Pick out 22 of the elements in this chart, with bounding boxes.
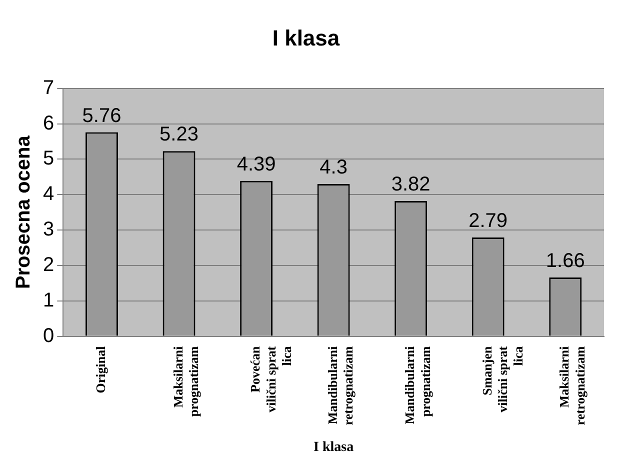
x-axis-title: I klasa (314, 440, 354, 456)
y-tick-label: 3 (43, 218, 54, 241)
y-tick-label: 7 (43, 76, 54, 99)
y-axis-title: Prosecna ocena (12, 134, 35, 290)
data-label: 2.79 (468, 210, 508, 232)
y-tick-label: 1 (43, 289, 54, 312)
data-label: 4.39 (236, 153, 276, 176)
data-label: 5.23 (160, 124, 198, 146)
y-tick-label: 2 (43, 254, 54, 276)
y-tick-label: 0 (43, 324, 54, 347)
chart-title: I klasa (272, 25, 340, 50)
x-tick-label: Maksilarni prognatizam (170, 346, 201, 417)
x-tick-label: Povećan vilični sprat lica (248, 346, 294, 412)
y-tick-label: 5 (43, 148, 54, 170)
data-label: 3.82 (391, 174, 430, 196)
data-label: 4.3 (320, 156, 348, 179)
y-tick-label: 6 (43, 112, 54, 134)
data-label: 5.76 (82, 104, 122, 127)
data-label: 1.66 (546, 250, 585, 272)
x-tick-label: Smanjen vilični sprat lica (479, 345, 526, 412)
y-tick-label: 4 (43, 183, 54, 206)
x-tick-label: Original (93, 346, 108, 394)
